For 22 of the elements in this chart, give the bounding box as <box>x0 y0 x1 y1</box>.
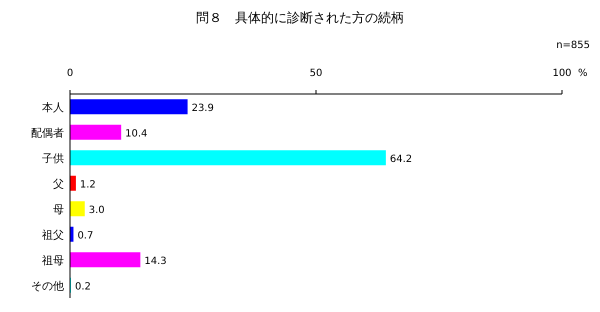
y-tick-label: 父 <box>53 177 64 190</box>
data-label: 0.7 <box>77 230 94 242</box>
y-tick-label: 母 <box>53 202 64 216</box>
x-tick-label: 50 <box>310 68 322 79</box>
title: 問８ 具体的に診断された方の続柄 <box>196 11 404 26</box>
x-axis-title: % <box>578 68 588 79</box>
data-label: 23.9 <box>192 102 214 114</box>
y-tick-label: 祖母 <box>42 254 64 267</box>
y-tick-label: 子供 <box>42 152 64 165</box>
data-label: 1.2 <box>80 179 96 190</box>
data-label: 14.3 <box>144 256 167 267</box>
data-label: 10.4 <box>125 128 148 140</box>
x-tick-label: 0 <box>66 68 74 79</box>
data-label: 3.0 <box>88 204 105 216</box>
y-tick-label: 配偶者 <box>31 126 64 140</box>
text: n=855 <box>556 40 590 51</box>
x-tick-label: 100 <box>552 68 572 79</box>
data-label: 64.2 <box>390 154 412 165</box>
y-tick-label: 本人 <box>42 100 64 114</box>
y-tick-label: その他 <box>31 279 64 292</box>
y-tick-label: 祖父 <box>42 228 64 242</box>
data-label: 0.2 <box>74 281 91 292</box>
